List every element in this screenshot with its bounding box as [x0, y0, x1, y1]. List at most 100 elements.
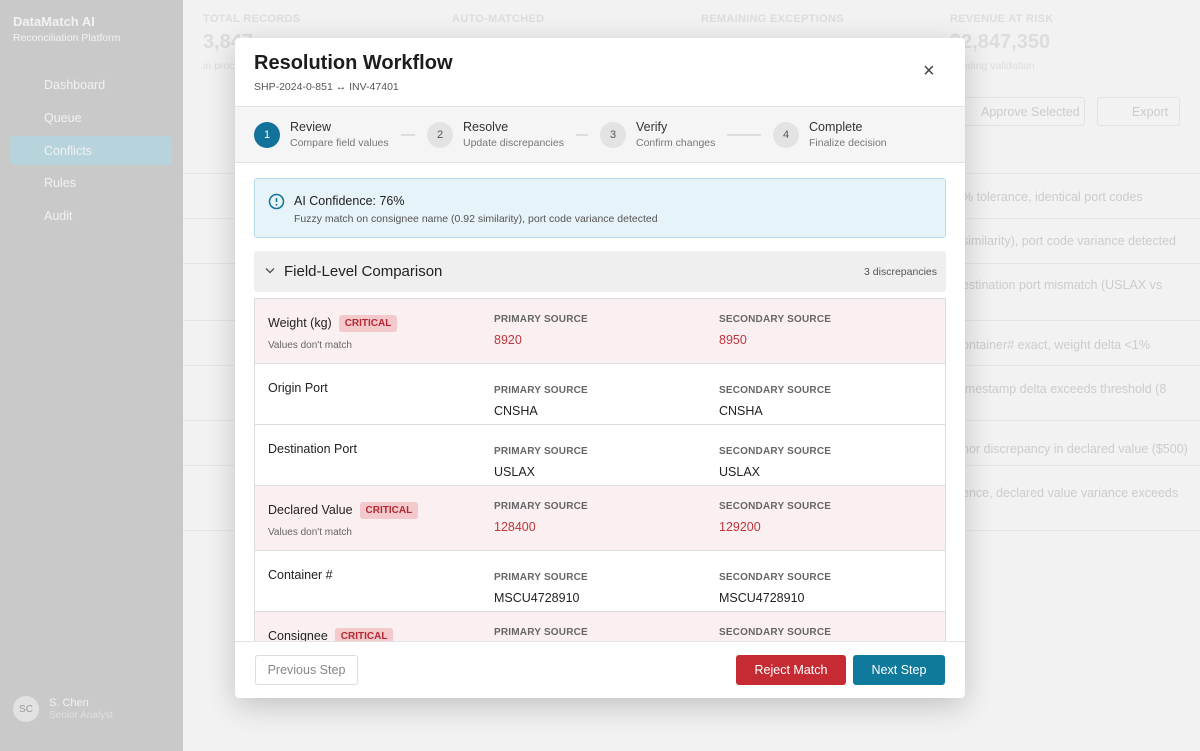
secondary-value: MSCU4728910: [719, 591, 805, 605]
stat-value: $2,847,350: [950, 31, 1051, 53]
alert-text: Fuzzy match on consignee name (0.92 simi…: [294, 213, 658, 225]
primary-cell: PRIMARY SOURCE: [494, 627, 719, 641]
next-button[interactable]: Next Step: [853, 655, 945, 685]
field-name: Container #: [268, 566, 494, 584]
field-label: Origin Port: [268, 381, 328, 395]
secondary-label: SECONDARY SOURCE: [719, 385, 832, 396]
step-subtitle: Confirm changes: [636, 137, 716, 149]
step-connector: [400, 133, 415, 136]
mismatch-note: Values don't match: [268, 340, 352, 351]
primary-cell: PRIMARY SOURCE USLAX: [494, 440, 719, 485]
nav-item[interactable]: Queue: [44, 110, 82, 125]
primary-value: MSCU4728910: [494, 591, 580, 605]
step-number: 2: [427, 121, 453, 148]
close-button[interactable]: ×: [923, 60, 935, 82]
stat-label: AUTO-MATCHED: [452, 13, 545, 25]
nav-item[interactable]: Audit: [44, 209, 73, 224]
step-title: Verify: [636, 120, 668, 134]
secondary-label: SECONDARY SOURCE: [719, 314, 832, 325]
nav-item[interactable]: Dashboard: [44, 78, 106, 92]
secondary-label: SECONDARY SOURCE: [719, 627, 832, 638]
secondary-label: SECONDARY SOURCE: [719, 572, 832, 583]
export-button[interactable]: Export: [1097, 97, 1180, 126]
secondary-value: 129200: [719, 520, 761, 534]
alert: AI Confidence: 76% Fuzzy match on consig…: [254, 178, 946, 238]
step-connector: [575, 133, 588, 136]
step-subtitle: Compare field values: [290, 137, 389, 149]
primary-value: 128400: [494, 520, 536, 534]
critical-badge: CRITICAL: [334, 627, 394, 641]
primary-cell: PRIMARY SOURCE 8920: [494, 314, 719, 363]
info-icon: [268, 193, 285, 210]
section-header[interactable]: Field-Level Comparison 3 discrepancies: [254, 251, 946, 292]
field-cell: Destination Port: [268, 440, 494, 485]
primary-cell: PRIMARY SOURCE 128400: [494, 501, 719, 550]
reject-button[interactable]: Reject Match: [736, 655, 846, 685]
row-text: ontainer# exact, weight delta <1%: [962, 338, 1150, 352]
critical-badge: CRITICAL: [338, 314, 398, 332]
row-text: ence, declared value variance exceeds: [962, 486, 1179, 500]
brand: DataMatch AI: [13, 14, 95, 29]
stat-note: in proc: [203, 60, 235, 72]
comparison-row: Weight (kg) CRITICAL Values don't match PRI…: [255, 299, 945, 364]
stat-label: REVENUE AT RISK: [950, 13, 1054, 25]
step-text: Verify Confirm changes: [636, 120, 715, 149]
approve-button[interactable]: Approve Selected: [960, 97, 1085, 126]
step-title: Complete: [809, 120, 863, 134]
primary-label: PRIMARY SOURCE: [494, 627, 588, 638]
step-text: Resolve Update discrepancies: [463, 120, 564, 149]
field-label: Consignee: [268, 629, 328, 641]
user-name: S. Chen: [49, 697, 89, 709]
step-text: Complete Finalize decision: [809, 120, 887, 149]
step: 1 Review Compare field values: [254, 107, 427, 162]
previous-button[interactable]: Previous Step: [255, 655, 358, 685]
field-name: Destination Port: [268, 440, 494, 458]
step: 2 Resolve Update discrepancies: [427, 107, 600, 162]
row-text: similarity), port code variance detected: [962, 234, 1176, 248]
field-cell: Origin Port: [268, 379, 494, 424]
field-name: Consignee CRITICAL: [268, 627, 494, 641]
modal-subtitle: SHP-2024-0-851 ↔ INV-47401: [254, 81, 399, 93]
primary-label: PRIMARY SOURCE: [494, 446, 588, 457]
user-role: Senior Analyst: [49, 710, 113, 721]
primary-label: PRIMARY SOURCE: [494, 385, 588, 396]
step-text: Review Compare field values: [290, 120, 389, 149]
section-title: Field-Level Comparison: [284, 263, 443, 280]
comparison-table: Weight (kg) CRITICAL Values don't match PRI…: [254, 298, 946, 641]
step: 3 Verify Confirm changes: [600, 107, 773, 162]
row-text: estination port mismatch (USLAX vs: [962, 278, 1163, 292]
primary-label: PRIMARY SOURCE: [494, 501, 588, 512]
step-number: 4: [773, 121, 799, 148]
tagline: Reconciliation Platform: [13, 32, 121, 44]
secondary-cell: SECONDARY SOURCE USLAX: [719, 440, 831, 485]
primary-label: PRIMARY SOURCE: [494, 572, 588, 583]
secondary-cell: SECONDARY SOURCE 129200: [719, 501, 831, 550]
comparison-row: Origin Port PRIMARY SOURCE CNSHA SECONDARY …: [255, 364, 945, 425]
footer-divider: [235, 641, 965, 642]
step-number: 3: [600, 121, 626, 148]
nav-item[interactable]: Conflicts: [10, 135, 172, 165]
chevron: [265, 268, 275, 274]
stat-label: TOTAL RECORDS: [203, 13, 301, 25]
modal-title: Resolution Workflow: [254, 52, 453, 74]
step-connector: [727, 133, 761, 136]
field-label: Destination Port: [268, 442, 357, 456]
secondary-label: SECONDARY SOURCE: [719, 501, 832, 512]
avatar: SC: [13, 696, 39, 722]
comparison-row: Container # PRIMARY SOURCE MSCU4728910 SECO…: [255, 551, 945, 612]
step-subtitle: Finalize decision: [809, 137, 887, 149]
alert-title: AI Confidence: 76%: [294, 194, 405, 208]
step-title: Review: [290, 120, 331, 134]
field-name: Weight (kg) CRITICAL: [268, 314, 494, 332]
row-text: % tolerance, identical port codes: [962, 190, 1143, 204]
comparison-row: Declared Value CRITICAL Values don't match…: [255, 486, 945, 551]
mismatch-note: Values don't match: [268, 527, 352, 538]
primary-cell: PRIMARY SOURCE MSCU4728910: [494, 566, 719, 611]
secondary-cell: SECONDARY SOURCE: [719, 627, 831, 641]
nav-item[interactable]: Rules: [44, 176, 76, 191]
stat-label: REMAINING EXCEPTIONS: [701, 13, 844, 25]
primary-value: 8920: [494, 333, 522, 347]
primary-cell: PRIMARY SOURCE CNSHA: [494, 379, 719, 424]
stat-note: pending validation: [950, 60, 1035, 72]
secondary-cell: SECONDARY SOURCE CNSHA: [719, 379, 831, 424]
